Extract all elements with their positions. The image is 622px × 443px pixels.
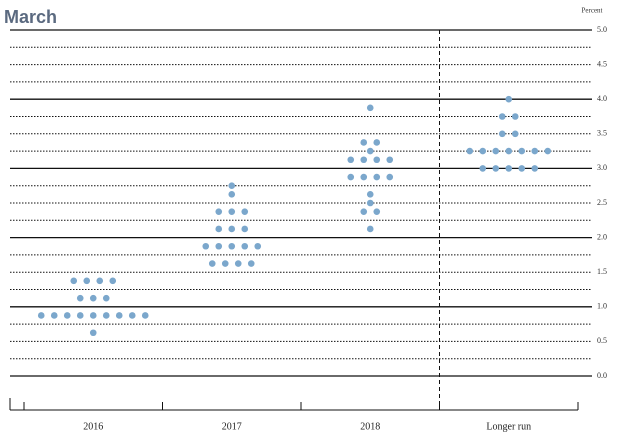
dot (228, 225, 236, 233)
dot (83, 277, 91, 285)
dot (228, 182, 236, 189)
dot (247, 260, 255, 267)
dot (63, 312, 71, 319)
dot (498, 130, 506, 138)
y-tick-label: 4.0 (597, 94, 607, 103)
dot (241, 242, 249, 250)
dot (347, 173, 355, 181)
dot (360, 139, 368, 146)
dot (511, 130, 519, 138)
dot (518, 165, 526, 172)
dot (366, 199, 374, 207)
dot (366, 147, 374, 155)
dot (102, 312, 110, 319)
dot (492, 147, 500, 155)
dot (228, 242, 236, 250)
dot (89, 294, 97, 302)
y-tick-label: 3.0 (597, 163, 607, 172)
dot (208, 260, 216, 267)
dot (241, 208, 249, 215)
dot (215, 242, 223, 250)
y-tick-label: 1.0 (597, 302, 607, 311)
dot (347, 156, 355, 164)
dot (505, 147, 513, 155)
x-tick-label: 2017 (222, 421, 242, 432)
x-tick-label: 2018 (360, 421, 380, 432)
dot (505, 95, 513, 103)
dot (109, 277, 117, 285)
dot (492, 165, 500, 172)
y-tick-label: 0.0 (597, 371, 607, 380)
y-tick-label: 4.5 (597, 59, 607, 68)
dot (479, 147, 487, 155)
dot (544, 147, 552, 155)
dot (215, 208, 223, 215)
dot (373, 173, 381, 181)
dot (89, 312, 97, 319)
dot (89, 329, 97, 337)
dot (531, 147, 539, 155)
dot (373, 156, 381, 164)
dot (518, 147, 526, 155)
dot (215, 225, 223, 233)
x-tick-label: 2016 (83, 421, 103, 432)
y-tick-label: 3.5 (597, 129, 607, 138)
dot (96, 277, 104, 285)
dot (479, 165, 487, 172)
dot (373, 139, 381, 146)
dot (466, 147, 474, 155)
chart-title: March (4, 7, 57, 27)
dot (360, 156, 368, 164)
y-tick-label: 0.5 (597, 336, 607, 345)
dot (221, 260, 229, 267)
dot (241, 225, 249, 233)
y-tick-label: 5.0 (597, 25, 607, 34)
dot (141, 312, 149, 319)
dot (366, 191, 374, 198)
dot (360, 208, 368, 215)
dot (128, 312, 136, 319)
dot (498, 113, 506, 120)
dot (102, 294, 110, 302)
dot (360, 173, 368, 181)
dot (366, 225, 374, 233)
dot (50, 312, 58, 319)
y-tick-label: 2.5 (597, 198, 607, 207)
dot (511, 113, 519, 120)
dot (234, 260, 242, 267)
dot (531, 165, 539, 172)
y-tick-label: 1.5 (597, 267, 607, 276)
dot (228, 191, 236, 198)
dot (254, 242, 262, 250)
dot (386, 156, 394, 164)
y-axis-label: Percent (582, 7, 603, 15)
dot (505, 165, 513, 172)
dot (373, 208, 381, 215)
dot (228, 208, 236, 215)
y-tick-label: 2.0 (597, 232, 607, 241)
dot (37, 312, 45, 319)
x-tick-label: Longer run (486, 421, 531, 432)
dot (386, 173, 394, 181)
dot (202, 242, 210, 250)
dot (366, 104, 374, 112)
dot (70, 277, 78, 285)
dot (115, 312, 123, 319)
dot (76, 312, 84, 319)
dot (76, 294, 84, 302)
